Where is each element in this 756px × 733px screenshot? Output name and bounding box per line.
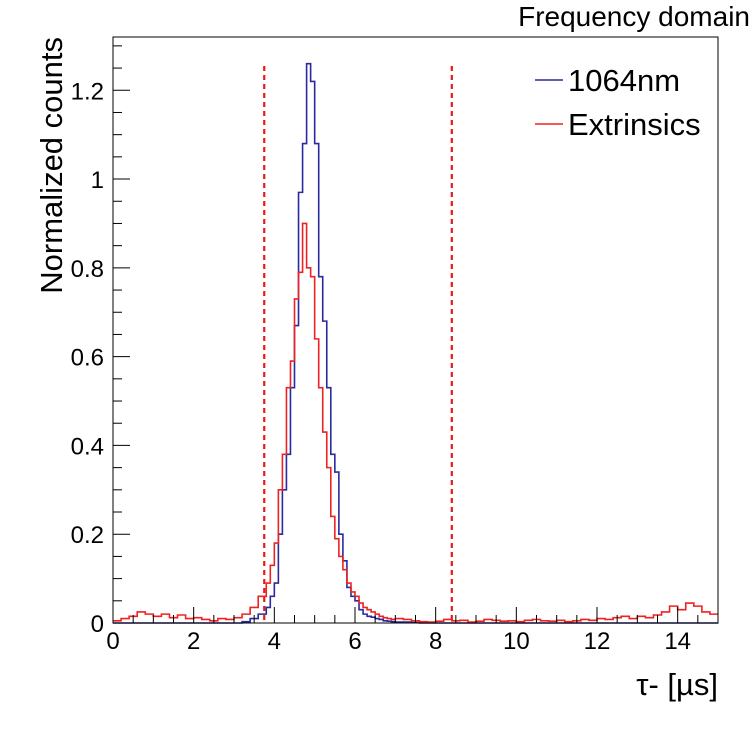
y-tick-label: 0.6 bbox=[71, 345, 104, 372]
x-tick-label: 12 bbox=[584, 628, 611, 655]
chart-title: Frequency domain bbox=[518, 1, 750, 32]
y-axis-label: Normalized counts bbox=[34, 37, 69, 294]
x-tick-label: 14 bbox=[664, 628, 691, 655]
histogram-line-2 bbox=[113, 222, 718, 623]
series-extrinsics bbox=[113, 222, 718, 623]
y-tick-label: 1.2 bbox=[71, 78, 104, 105]
x-tick-label: 4 bbox=[268, 628, 281, 655]
y-tick-label: 0.2 bbox=[71, 522, 104, 549]
legend-entry: Extrinsics bbox=[535, 107, 701, 142]
y-tick-label: 0 bbox=[91, 611, 104, 638]
y-tick-label: 1 bbox=[91, 167, 104, 194]
x-tick-label: 0 bbox=[106, 628, 119, 655]
x-tick-label: 10 bbox=[503, 628, 530, 655]
x-tick-label: 2 bbox=[187, 628, 200, 655]
histogram-line-1 bbox=[113, 62, 718, 624]
legend: 1064nm Extrinsics bbox=[535, 63, 701, 142]
x-tick-label: 8 bbox=[429, 628, 442, 655]
series-1064nm bbox=[113, 62, 718, 624]
x-tick-label: 6 bbox=[348, 628, 361, 655]
x-axis-label: τ- [µs] bbox=[636, 667, 718, 702]
legend-entry: 1064nm bbox=[535, 63, 680, 98]
legend-label: 1064nm bbox=[568, 63, 680, 98]
legend-label: Extrinsics bbox=[568, 107, 701, 142]
y-tick-label: 0.4 bbox=[71, 433, 104, 460]
axes-group: 0 2 4 6 8 10 12 14 0 0.2 0.4 0.6 0.8 1 1.2 bbox=[71, 45, 719, 655]
y-tick-label: 0.8 bbox=[71, 256, 104, 283]
series-group bbox=[113, 62, 718, 624]
cut-lines-group bbox=[263, 66, 453, 623]
